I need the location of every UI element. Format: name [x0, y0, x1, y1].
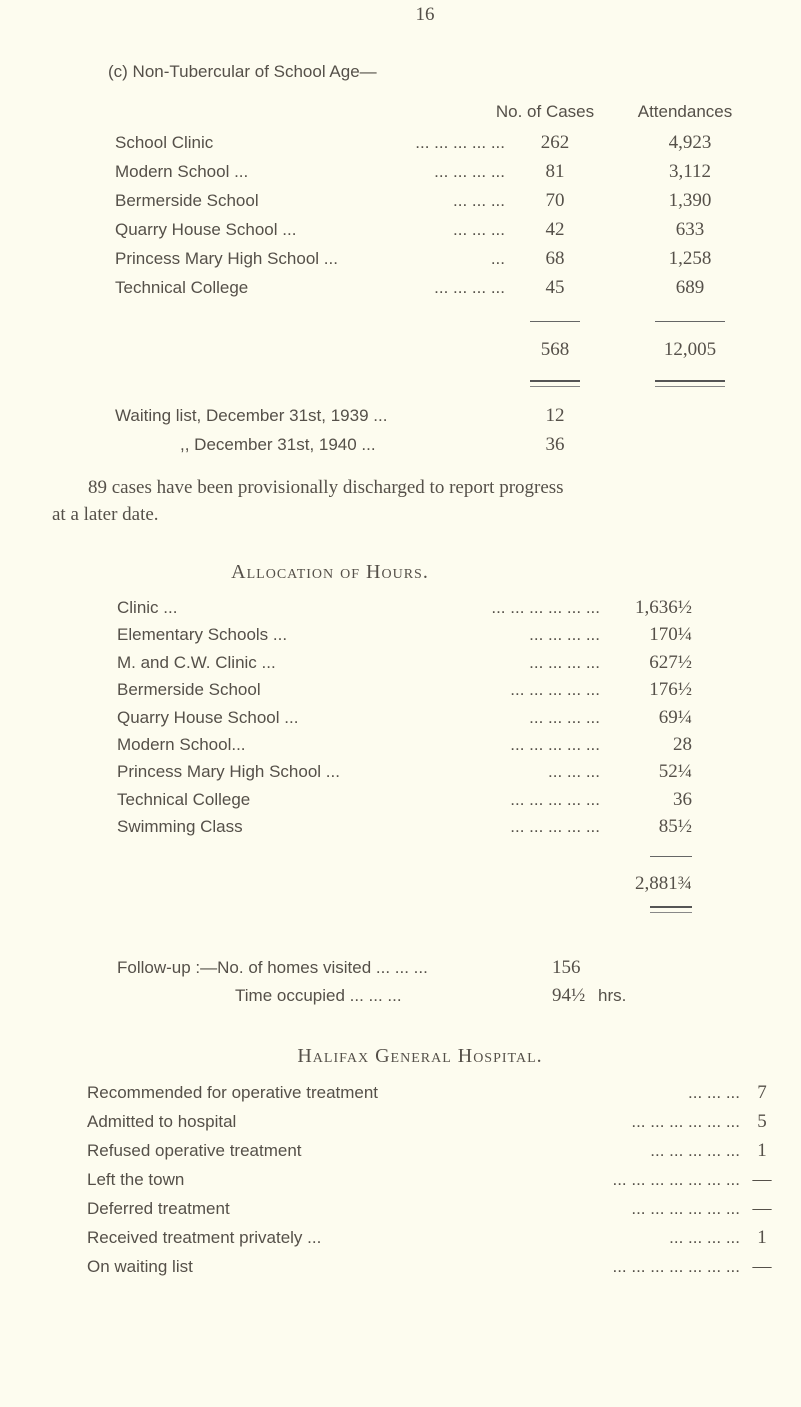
dot-leader: ... ... ... ... [669, 1228, 740, 1247]
cases-value: 68 [545, 248, 565, 269]
dot-leader: ... ... ... ... ... [650, 1141, 740, 1160]
dot-leader: ... ... ... ... ... ... ... [612, 1170, 740, 1189]
row-label: Princess Mary High School ... [115, 249, 338, 268]
row-label: Clinic ... [117, 598, 178, 617]
divider [650, 856, 692, 857]
row-label: Quarry House School ... [117, 707, 299, 727]
double-rule [655, 380, 725, 387]
row-label: School Clinic [115, 133, 214, 152]
hours-value: 85½ [658, 816, 692, 838]
cases-value: 81 [545, 161, 565, 182]
hours-value: 1,636½ [635, 597, 692, 618]
hours-value: 36 [673, 788, 692, 810]
total-cases: 568 [540, 339, 570, 360]
time-unit: hrs. [598, 986, 627, 1005]
count-value: 5 [757, 1111, 767, 1132]
row-label: Bermerside School [115, 191, 259, 210]
note-line-1: 89 cases have been provisionally dischar… [88, 477, 564, 498]
hours-value: 170¼ [649, 624, 692, 646]
row-label: Modern School... [117, 735, 246, 754]
divider [655, 321, 725, 322]
attendances-value: 633 [675, 219, 705, 240]
followup-value: 156 [552, 957, 581, 978]
row-label: Quarry House School ... [115, 220, 297, 239]
count-value: — [752, 1256, 772, 1277]
divider [530, 321, 580, 322]
count-value: 1 [757, 1227, 767, 1248]
dot-leader: ... ... ... ... ... [510, 680, 600, 700]
count-value: — [752, 1198, 772, 1219]
dot-leader: ... ... ... [688, 1083, 740, 1102]
row-label: On waiting list [87, 1257, 193, 1276]
hours-value: 627½ [649, 651, 692, 673]
attendances-value: 1,258 [668, 248, 712, 269]
waiting-1939-label: Waiting list, December 31st, 1939 ... [115, 406, 388, 425]
dot-leader: ... ... ... ... ... ... [631, 1112, 740, 1131]
hospital-heading: Halifax General Hospital. [297, 1045, 543, 1067]
attendances-value: 4,923 [668, 132, 712, 153]
allocation-total: 2,881¾ [635, 873, 692, 894]
time-label: Time occupied ... ... ... [235, 986, 402, 1005]
double-rule [530, 380, 580, 387]
col-header-cases: No. of Cases [495, 102, 595, 121]
count-value: 1 [757, 1140, 767, 1161]
cases-value: 45 [545, 277, 565, 298]
dot-leader: ... ... ... ... [434, 278, 505, 297]
attendances-value: 1,390 [668, 190, 712, 211]
row-label: Elementary Schools ... [117, 625, 288, 645]
cases-value: 42 [545, 219, 565, 240]
row-label: Princess Mary High School ... [117, 762, 340, 782]
section-heading: (c) Non-Tubercular of School Age— [108, 62, 377, 81]
dot-leader: ... [490, 249, 505, 268]
dot-leader: ... ... ... [453, 191, 505, 210]
double-rule [650, 906, 692, 913]
dot-leader: ... ... ... [548, 762, 600, 782]
dot-leader: ... ... ... ... ... [510, 789, 600, 809]
row-label: Modern School ... [115, 162, 249, 181]
row-label: Bermerside School [117, 680, 261, 700]
dot-leader: ... ... ... ... [529, 707, 600, 727]
row-label: Technical College [115, 278, 249, 297]
row-label: Swimming Class [117, 817, 243, 837]
page-number: 16 [415, 4, 435, 25]
row-label: M. and C.W. Clinic ... [117, 652, 276, 672]
total-attendances: 12,005 [663, 339, 717, 360]
dot-leader: ... ... ... [453, 220, 505, 239]
attendances-value: 689 [675, 277, 705, 298]
dot-leader: ... ... ... ... [529, 625, 600, 645]
cases-value: 262 [540, 132, 570, 153]
dot-leader: ... ... ... ... [434, 162, 505, 181]
hours-value: 52¼ [658, 761, 692, 783]
waiting-1939-value: 12 [545, 405, 565, 426]
count-value: 7 [757, 1082, 767, 1103]
waiting-1940-label: ,, December 31st, 1940 ... [180, 435, 376, 454]
hours-value: 69¼ [658, 706, 692, 728]
row-label: Refused operative treatment [87, 1141, 302, 1160]
dot-leader: ... ... ... ... ... [510, 817, 600, 837]
dot-leader: ... ... ... ... [529, 652, 600, 672]
col-header-attendances: Attendances [637, 102, 733, 121]
allocation-heading: Allocation of Hours. [231, 561, 429, 583]
row-label: Received treatment privately ... [87, 1228, 322, 1247]
dot-leader: ... ... ... ... ... ... [631, 1199, 740, 1218]
row-label: Admitted to hospital [87, 1112, 237, 1131]
row-label: Recommended for operative treatment [87, 1083, 379, 1102]
attendances-value: 3,112 [668, 161, 712, 182]
hours-value: 28 [673, 734, 692, 755]
note-line-2: at a later date. [52, 504, 159, 525]
count-value: — [752, 1169, 772, 1190]
dot-leader: ... ... ... ... ... [510, 735, 600, 754]
dot-leader: ... ... ... ... ... ... [491, 598, 600, 617]
dot-leader: ... ... ... ... ... ... ... [612, 1257, 740, 1276]
time-value: 94½ [552, 985, 586, 1006]
hours-value: 176½ [649, 679, 692, 701]
followup-label: Follow-up :—No. of homes visited ... ...… [117, 958, 428, 977]
row-label: Deferred treatment [87, 1199, 230, 1218]
row-label: Left the town [87, 1170, 185, 1189]
waiting-1940-value: 36 [545, 434, 565, 455]
row-label: Technical College [117, 789, 251, 809]
cases-value: 70 [545, 190, 565, 211]
dot-leader: ... ... ... ... ... [415, 133, 505, 152]
